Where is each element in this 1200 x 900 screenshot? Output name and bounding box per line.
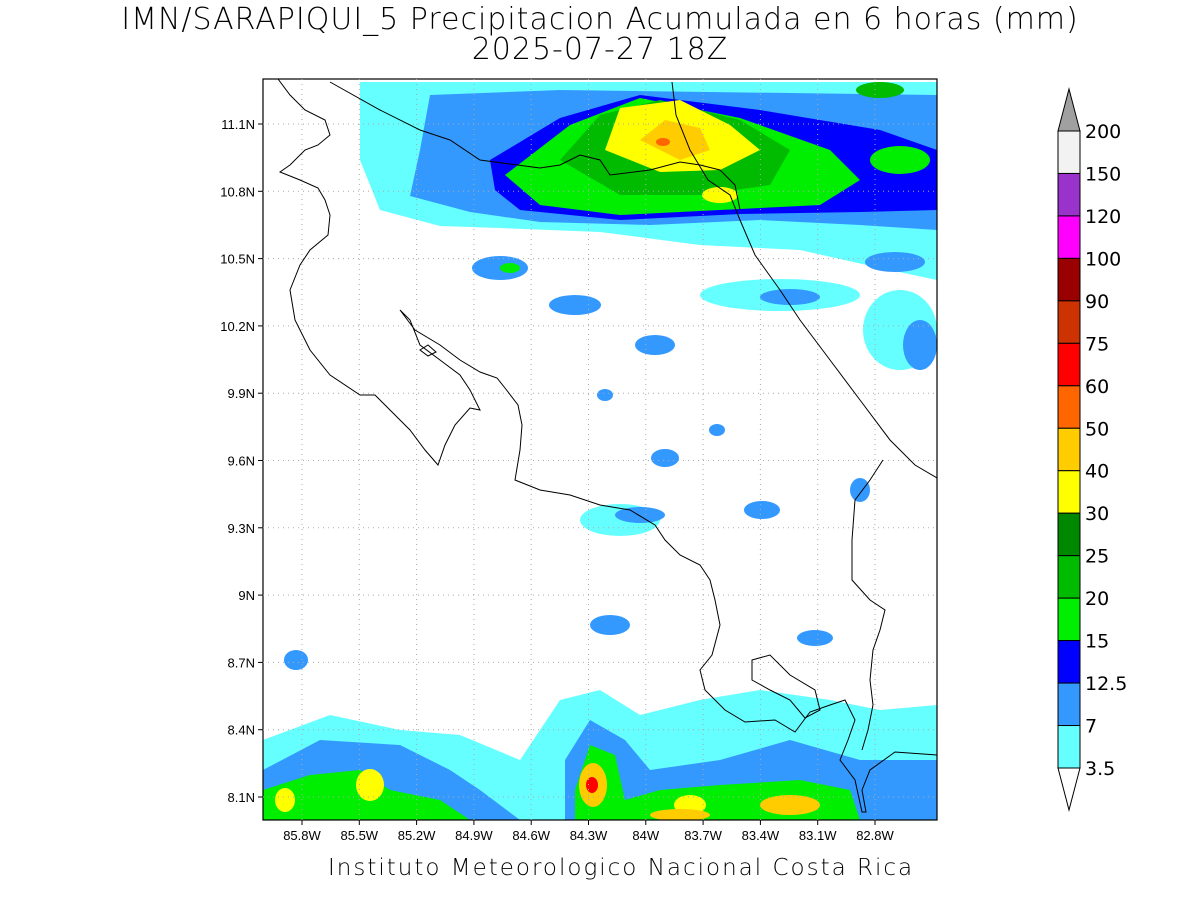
colorbar-swatch (1057, 640, 1081, 684)
colorbar-swatch (1057, 130, 1081, 174)
colorbar-label: 150 (1085, 163, 1121, 185)
colorbar-label: 20 (1085, 588, 1109, 610)
map-datetime: 2025-07-27 18Z (471, 32, 729, 67)
colorbar-swatch (1057, 597, 1081, 642)
colorbar-label: 50 (1085, 418, 1109, 440)
coastline (277, 79, 937, 813)
border-nicaragua (329, 81, 741, 211)
precip-spot (549, 295, 601, 315)
longitude-ticks: 85.8W 85.5W 85.2W 84.9W 84.6W 84.3W 84W 83.7W 83… (283, 820, 895, 843)
colorbar-label: 60 (1085, 376, 1109, 398)
colorbar-swatch (1057, 682, 1081, 727)
precip-spot (650, 809, 710, 820)
precip-spot (615, 507, 665, 523)
osa-peninsula (751, 654, 821, 719)
lon-label: 84.6W (512, 828, 550, 843)
lon-label: 84.9W (455, 828, 493, 843)
colorbar: 200 150 120 100 90 75 60 50 40 30 25 20 15 12.5 7 3.5 (1057, 87, 1127, 812)
precip-spot (500, 263, 520, 273)
precip-spot (356, 769, 384, 801)
map-grid (263, 79, 937, 820)
precip-spot (284, 650, 308, 670)
lon-label: 83.1W (799, 828, 837, 843)
island (419, 344, 437, 357)
colorbar-label: 40 (1085, 461, 1109, 483)
colorbar-swatch (1057, 172, 1081, 217)
plot-frame (262, 78, 938, 821)
lat-label: 9N (238, 588, 255, 603)
colorbar-swatch (1057, 300, 1081, 344)
precip-spot (760, 289, 820, 305)
precip-spot (760, 795, 820, 815)
lon-label: 85.2W (398, 828, 436, 843)
colorbar-label: 200 (1085, 121, 1121, 143)
precip-spot (651, 449, 679, 467)
colorbar-label: 75 (1085, 333, 1109, 355)
colorbar-label: 12.5 (1085, 673, 1127, 695)
colorbar-label: 30 (1085, 503, 1109, 525)
colorbar-swatch (1057, 555, 1081, 599)
latitude-ticks: 11.1N 10.8N 10.5N 10.2N 9.9N 9.6N 9.3N 9N 8.7N 8.… (220, 117, 263, 805)
lat-label: 10.8N (220, 184, 255, 199)
precip-spot (590, 615, 630, 635)
coastline-caribbean (671, 81, 937, 479)
lat-label: 10.5N (220, 252, 255, 267)
lat-label: 9.6N (228, 454, 255, 469)
precip-spot (635, 335, 675, 355)
colorbar-swatch (1057, 385, 1081, 429)
lon-label: 83.7W (684, 828, 722, 843)
precip-spot (870, 146, 930, 174)
lon-label: 85.8W (283, 828, 321, 843)
colorbar-label: 90 (1085, 291, 1109, 313)
lon-label: 85.5W (341, 828, 379, 843)
lon-label: 83.4W (742, 828, 780, 843)
institution-footer: Instituto Meteorologico Nacional Costa R… (328, 855, 915, 881)
colorbar-swatch (1057, 470, 1081, 514)
lon-label: 84W (632, 828, 659, 843)
precip-spot (797, 630, 833, 646)
precip-spot (865, 252, 925, 272)
colorbar-label: 100 (1085, 248, 1121, 270)
colorbar-label: 3.5 (1085, 758, 1115, 780)
colorbar-swatch (1057, 512, 1081, 557)
precip-spot (597, 389, 613, 401)
lat-label: 8.1N (228, 790, 255, 805)
lon-label: 84.3W (570, 828, 608, 843)
map-title: IMN/SARAPIQUI_5 Precipitacion Acumulada … (121, 2, 1079, 37)
colorbar-swatch (1057, 215, 1081, 259)
colorbar-swatch (1057, 725, 1081, 769)
lat-label: 11.1N (221, 117, 255, 132)
precip-spot (744, 501, 780, 519)
lat-label: 10.2N (220, 319, 255, 334)
colorbar-min-triangle (1057, 767, 1081, 812)
colorbar-swatch (1057, 342, 1081, 387)
precip-spot (709, 424, 725, 436)
precip-spot (903, 320, 937, 370)
colorbar-label: 25 (1085, 546, 1109, 568)
lat-label: 9.3N (228, 521, 255, 536)
colorbar-label: 120 (1085, 206, 1121, 228)
precipitation-field (263, 82, 937, 820)
lat-label: 9.9N (228, 386, 255, 401)
precip-spot (586, 777, 598, 793)
precip-region-north-orange (640, 120, 710, 160)
colorbar-swatch (1057, 427, 1081, 472)
precip-spot (850, 478, 870, 502)
coastline-pacific (277, 79, 937, 813)
precip-core (656, 138, 670, 146)
colorbar-label: 15 (1085, 631, 1109, 653)
lat-label: 8.7N (228, 655, 255, 670)
precip-spot (856, 82, 904, 98)
precip-spot (275, 788, 295, 812)
colorbar-max-triangle (1057, 87, 1081, 132)
colorbar-label: 7 (1085, 716, 1097, 738)
lat-label: 8.4N (228, 723, 255, 738)
lon-label: 82.8W (856, 828, 894, 843)
border-panama (851, 459, 886, 751)
colorbar-swatch (1057, 257, 1081, 302)
